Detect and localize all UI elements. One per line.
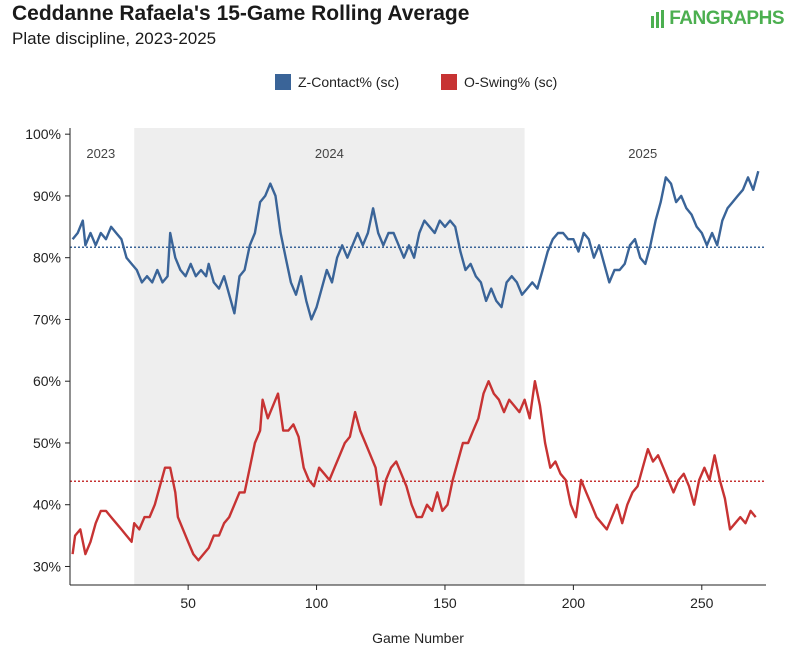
legend-label-zcontact: Z-Contact% (sc) (298, 74, 399, 90)
legend-label-oswing: O-Swing% (sc) (464, 74, 557, 90)
x-tick-label-50: 50 (180, 595, 196, 611)
season-label-2024: 2024 (315, 146, 344, 161)
y-tick-label-50: 50% (33, 435, 61, 451)
chart-title: Ceddanne Rafaela's 15-Game Rolling Avera… (12, 2, 470, 25)
chart-subtitle: Plate discipline, 2023-2025 (12, 29, 217, 48)
y-tick-label-90: 90% (33, 188, 61, 204)
y-tick-label-100: 100% (25, 126, 61, 142)
x-tick-label-250: 250 (690, 595, 714, 611)
y-tick-label-80: 80% (33, 250, 61, 266)
x-axis-label: Game Number (372, 630, 464, 646)
legend-item-oswing[interactable]: O-Swing% (sc) (441, 74, 557, 90)
season-label-2025: 2025 (628, 146, 657, 161)
y-tick-label-60: 60% (33, 373, 61, 389)
fangraphs-logo[interactable]: FANGRAPHS (651, 8, 784, 30)
legend-swatch-oswing (441, 74, 457, 90)
legend-swatch-zcontact (275, 74, 291, 90)
series-line-oswing (71, 380, 757, 562)
y-tick-label-30: 30% (33, 558, 61, 574)
y-tick-label-70: 70% (33, 311, 61, 327)
season-shade-2024 (134, 128, 525, 585)
x-tick-label-100: 100 (305, 595, 329, 611)
x-tick-label-200: 200 (562, 595, 586, 611)
season-label-2023: 2023 (86, 146, 115, 161)
legend-item-zcontact[interactable]: Z-Contact% (sc) (275, 74, 399, 90)
logo-bars-icon (651, 10, 665, 28)
x-tick-label-150: 150 (433, 595, 457, 611)
y-tick-label-40: 40% (33, 497, 61, 513)
series-line-zcontact (71, 170, 760, 321)
logo-text: FANGRAPHS (669, 8, 784, 29)
